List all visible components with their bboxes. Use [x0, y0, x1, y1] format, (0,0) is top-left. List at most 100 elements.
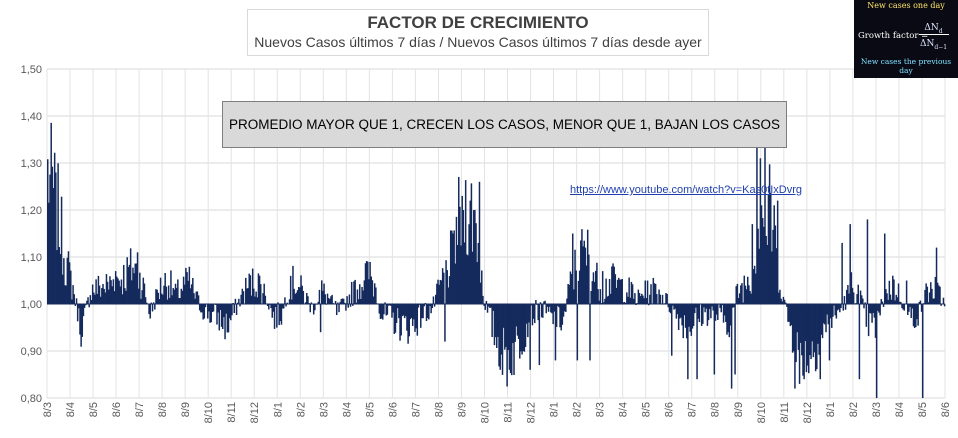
- data-bar: [245, 277, 247, 304]
- data-bar: [144, 297, 147, 304]
- data-bar: [221, 304, 224, 330]
- data-bar: [936, 282, 939, 304]
- data-bar: [380, 304, 383, 319]
- data-bar: [687, 304, 689, 380]
- data-bar: [728, 304, 731, 338]
- data-bar: [390, 304, 392, 306]
- data-bar: [219, 304, 222, 310]
- data-bar: [862, 298, 864, 304]
- data-bar: [852, 292, 855, 304]
- data-bar: [499, 304, 501, 370]
- data-bar: [927, 302, 930, 304]
- data-bar: [451, 230, 453, 304]
- data-bar: [656, 294, 658, 304]
- formula-fraction: ΔNd ΔNd−1: [920, 23, 947, 53]
- data-bar: [643, 298, 645, 304]
- data-bar: [744, 285, 747, 304]
- data-bar: [464, 180, 467, 304]
- data-bar: [152, 302, 155, 304]
- data-bar: [341, 298, 344, 304]
- data-bar: [708, 304, 711, 310]
- data-bar: [492, 304, 495, 311]
- data-bar: [828, 304, 831, 361]
- data-bar: [631, 284, 634, 304]
- data-bar: [581, 229, 583, 304]
- data-bar: [928, 292, 931, 304]
- x-tick-label: 8/9: [456, 402, 468, 417]
- data-bar: [190, 284, 193, 304]
- data-bar: [539, 302, 542, 304]
- data-bar: [309, 304, 311, 313]
- data-bar: [890, 299, 893, 304]
- data-bar: [847, 285, 849, 304]
- data-bar: [286, 302, 288, 304]
- data-bar: [124, 288, 126, 304]
- data-bar: [178, 298, 180, 304]
- data-bar: [596, 262, 598, 304]
- data-bar: [128, 264, 131, 304]
- data-bar: [532, 304, 535, 319]
- data-bar: [773, 205, 775, 304]
- data-bar: [517, 304, 520, 339]
- youtube-link[interactable]: https://www.youtube.com/watch?v=Kas0tIxD…: [570, 184, 803, 196]
- data-bar: [162, 294, 164, 304]
- data-bar: [874, 304, 877, 338]
- data-bar: [61, 274, 64, 304]
- data-bar: [323, 283, 325, 304]
- data-bar: [921, 304, 924, 398]
- data-bar: [681, 304, 683, 326]
- x-tick-label: 8/3: [318, 402, 330, 417]
- data-bar: [337, 302, 339, 304]
- data-bar: [550, 304, 552, 313]
- data-bar: [925, 283, 927, 304]
- data-bar: [53, 152, 56, 304]
- data-bar: [806, 304, 809, 366]
- data-bar: [816, 304, 818, 370]
- data-bar: [866, 219, 869, 304]
- data-bar: [896, 297, 899, 304]
- data-bar: [920, 304, 923, 312]
- data-bar: [142, 277, 145, 304]
- data-bar: [67, 251, 70, 304]
- data-bar: [218, 304, 221, 331]
- data-bar: [863, 304, 865, 309]
- data-bar: [408, 304, 410, 337]
- data-bar: [801, 304, 803, 356]
- data-bar: [410, 304, 413, 318]
- data-bar: [474, 209, 476, 304]
- data-bar: [721, 304, 724, 306]
- data-bar: [844, 304, 847, 310]
- data-bar: [520, 304, 522, 352]
- data-bar: [871, 304, 873, 323]
- data-bar: [719, 304, 721, 308]
- data-bar: [504, 304, 506, 350]
- data-bar: [194, 298, 196, 304]
- annotation-box: PROMEDIO MAYOR QUE 1, CRECEN LOS CASOS, …: [222, 101, 787, 148]
- data-bar: [558, 304, 560, 308]
- formula-denominator-sub: d−1: [934, 43, 948, 51]
- data-bar: [848, 293, 850, 304]
- data-bar: [795, 304, 797, 363]
- data-bar: [140, 298, 142, 304]
- data-bar: [756, 134, 758, 304]
- y-tick-label: 1,00: [21, 299, 42, 311]
- data-bar: [809, 304, 811, 356]
- data-bar: [772, 229, 774, 304]
- data-bar: [90, 300, 93, 304]
- data-bar: [507, 304, 510, 351]
- data-bar: [570, 273, 573, 304]
- data-bar: [403, 304, 406, 319]
- data-bar: [841, 242, 843, 304]
- data-bar: [575, 270, 577, 304]
- data-bar: [230, 304, 232, 321]
- data-bar: [456, 244, 459, 304]
- data-bar: [903, 304, 906, 311]
- data-bar: [155, 289, 157, 304]
- data-bar: [796, 304, 798, 333]
- data-bar: [236, 302, 239, 304]
- data-bar: [158, 299, 161, 304]
- data-bar: [95, 279, 97, 304]
- data-bar: [469, 200, 472, 304]
- data-bar: [272, 304, 275, 312]
- data-bar: [691, 304, 694, 329]
